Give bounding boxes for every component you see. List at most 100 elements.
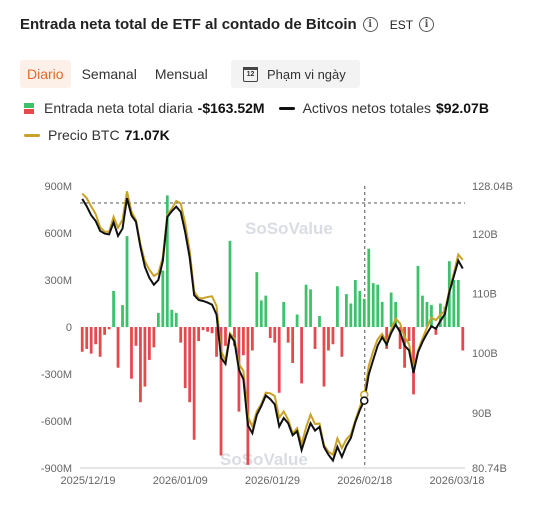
date-range-label: Phạm vi ngày [267,66,346,82]
bar-54 [322,327,326,387]
left-tick-label-3: 0 [66,322,72,334]
bar-64 [367,248,371,327]
legend-inflow-value: -$163.52M [197,100,265,116]
chart-area[interactable]: SoSoValue SoSoValue 900M 600M 300M 0 -300M -60… [0,170,543,500]
x-tick-label-4: 2026/03/18 [429,475,484,487]
bar-60 [349,303,353,327]
bar-28 [206,327,209,332]
left-tick-label-1: 600M [44,228,72,240]
bar-62 [358,290,362,327]
bar-20 [170,309,174,327]
bar-0 [80,327,84,352]
left-tick-label-5: -600M [41,416,72,428]
bar-41 [264,295,268,327]
bar-83 [452,280,456,327]
left-tick-label-6: -900M [41,463,72,475]
bar-31 [219,327,223,456]
right-tick-label-5: 80.74B [472,463,507,475]
bar-46 [286,327,290,343]
bar-78 [430,305,433,327]
bar-76 [421,295,424,327]
bar-11 [130,327,133,379]
assets-swatch-icon [278,106,295,110]
bar-70 [394,301,397,327]
legend-price-value: 71.07K [124,127,170,143]
bar-55 [327,327,330,351]
bar-14 [143,327,147,387]
bar-53 [318,316,321,327]
legend-inflow[interactable]: Entrada neta total diaria -$163.52M Acti… [24,100,489,116]
legend-price-label: Precio BTC [48,127,120,143]
right-tick-label-3: 100B [472,348,498,360]
bar-17 [156,312,160,327]
bar-32 [224,327,227,346]
legend-assets-label: Activos netos totales [302,100,431,116]
bar-77 [425,301,429,327]
bar-79 [434,327,438,335]
tab-monthly[interactable]: Mensual [154,66,208,82]
bar-4 [98,327,102,357]
bar-30 [215,327,218,357]
legend-assets-value: $92.07B [436,100,489,116]
bar-38 [250,327,254,351]
right-tick-label-0: 128.04B [472,181,513,193]
bar-15 [148,327,151,360]
left-tick-label-2: 300M [44,275,72,287]
bar-25 [192,327,196,440]
bar-26 [197,327,201,342]
bar-65 [371,283,375,327]
bar-85 [461,327,465,351]
watermark-0: SoSoValue [245,219,333,238]
date-range-button[interactable]: 12 Phạm vi ngày [231,60,360,88]
bar-43 [273,327,277,343]
right-tick-label-4: 90B [472,408,492,420]
assets-line [81,197,464,463]
etf-flow-chart[interactable]: SoSoValue SoSoValue 900M 600M 300M 0 -300M -60… [0,170,543,500]
left-tick-label-4: -300M [41,369,72,381]
bar-50 [304,284,308,327]
bar-3 [94,327,98,345]
tab-daily[interactable]: Diario [20,60,71,88]
bar-44 [277,327,281,393]
bar-58 [340,327,344,357]
info-icon[interactable]: i [362,17,378,32]
bar-8 [116,327,120,368]
bar-63 [362,298,366,327]
bar-39 [255,272,259,327]
bar-13 [139,327,142,403]
tab-weekly[interactable]: Semanal [81,66,137,82]
legend-price[interactable]: Precio BTC 71.07K [24,127,170,143]
timezone-info-icon[interactable]: i [419,17,435,32]
bar-56 [331,327,335,345]
bar-6 [107,327,111,330]
bar-22 [179,327,183,343]
timezone-label: EST [389,17,414,32]
bar-1 [85,327,89,349]
bar-33 [228,240,232,327]
bar-2 [89,327,93,354]
bar-7 [112,290,115,327]
bar-42 [268,327,272,338]
bar-34 [233,327,236,346]
bar-48 [295,314,299,327]
x-tick-label-3: 2026/02/18 [337,475,392,487]
bar-61 [353,280,357,327]
bar-52 [313,327,317,349]
bar-18 [161,270,165,327]
bar-29 [210,327,214,334]
bar-19 [165,195,169,327]
right-tick-label-1: 120B [472,229,498,241]
bar-37 [246,327,250,465]
calendar-icon: 12 [243,66,258,82]
watermark-1: SoSoValue [220,450,308,469]
bar-12 [134,327,138,346]
bar-71 [398,327,402,349]
bar-45 [282,301,286,327]
x-tick-label-0: 2025/12/19 [60,475,115,487]
bar-66 [376,284,380,327]
price-line [81,191,464,457]
bar-73 [407,327,411,342]
bar-27 [201,327,205,331]
bar-51 [309,289,312,327]
bar-10 [125,236,129,327]
